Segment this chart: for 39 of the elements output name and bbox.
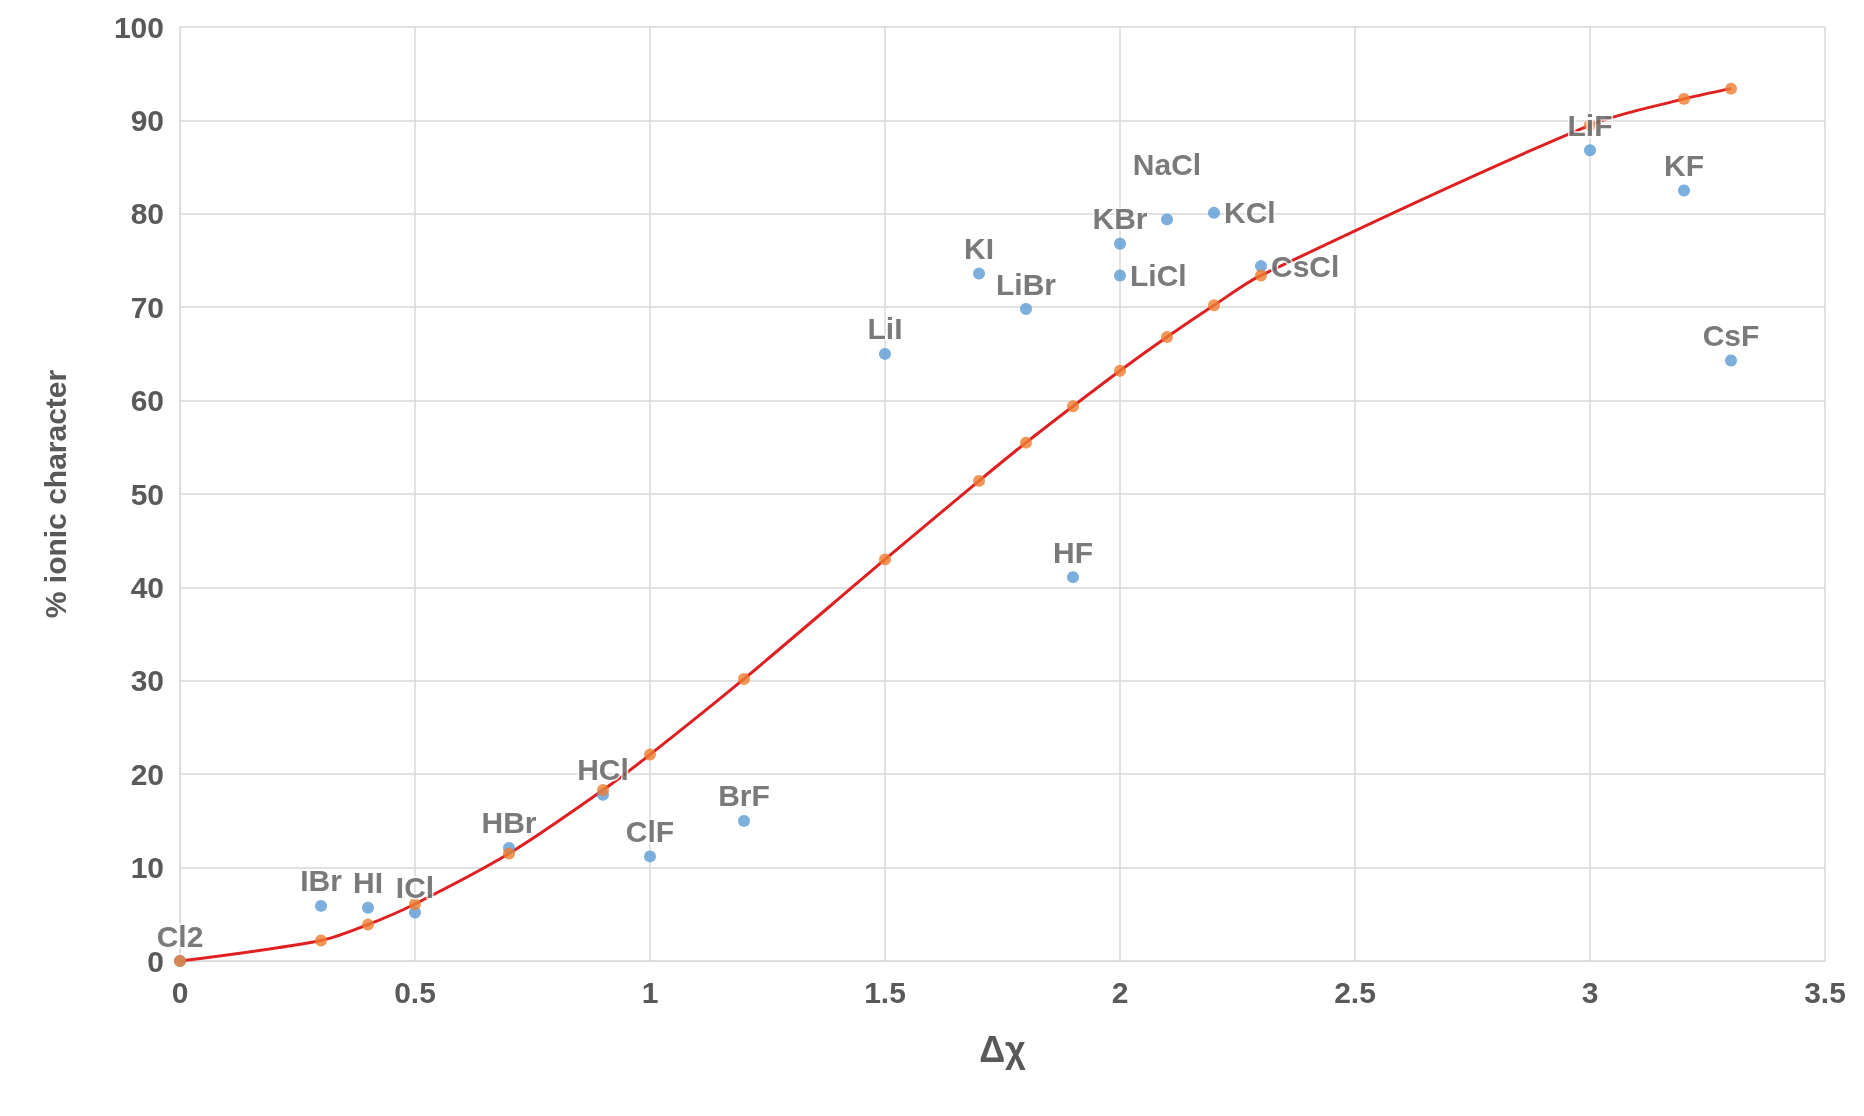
annotation: NaCl: [1132, 147, 1202, 181]
annotation: CsCl: [1271, 249, 1340, 283]
y-tick-label: 90: [130, 103, 164, 137]
x-tick-label: 1.5: [864, 975, 906, 1009]
annotation: KCl: [1224, 196, 1276, 230]
annotation: KI: [964, 232, 994, 266]
annotation: ICl: [395, 870, 435, 904]
annotation: HF: [1053, 535, 1093, 569]
y-tick-label: 10: [130, 851, 164, 885]
annotation: HI: [353, 866, 383, 900]
x-tick-label: 1: [641, 975, 659, 1009]
y-tick-label: 50: [130, 477, 164, 511]
y-tick-label: 30: [130, 664, 164, 698]
x-axis-title: Δχ: [979, 1028, 1027, 1070]
annotation: LiI: [867, 312, 903, 346]
y-tick-label: 70: [130, 290, 164, 324]
annotation: HCl: [577, 753, 629, 787]
annotation: IBr: [300, 864, 343, 898]
x-tick-label: 2: [1111, 975, 1129, 1009]
annotation: HBr: [481, 806, 537, 840]
annotation: ClF: [625, 814, 675, 848]
y-tick-label: 60: [130, 384, 164, 418]
annotation: LiBr: [996, 267, 1057, 301]
x-tick-label: 3.5: [1804, 975, 1846, 1009]
annotation: Cl2: [156, 919, 204, 953]
x-tick-label: 0.5: [394, 975, 436, 1009]
y-axis-title: % ionic character: [38, 369, 72, 619]
y-tick-label: 100: [113, 10, 164, 44]
y-tick-label: 40: [130, 570, 164, 604]
annotation: KBr: [1092, 202, 1148, 236]
x-tick-label: 3: [1581, 975, 1599, 1009]
annotation: CsF: [1702, 318, 1760, 352]
x-tick-label: 0: [171, 975, 189, 1009]
annotation: KF: [1664, 148, 1704, 182]
annotation: LiCl: [1130, 258, 1187, 292]
x-tick-label: 2.5: [1334, 975, 1376, 1009]
y-tick-label: 20: [130, 757, 164, 791]
y-tick-label: 80: [130, 197, 164, 231]
annotation: BrF: [718, 779, 770, 813]
